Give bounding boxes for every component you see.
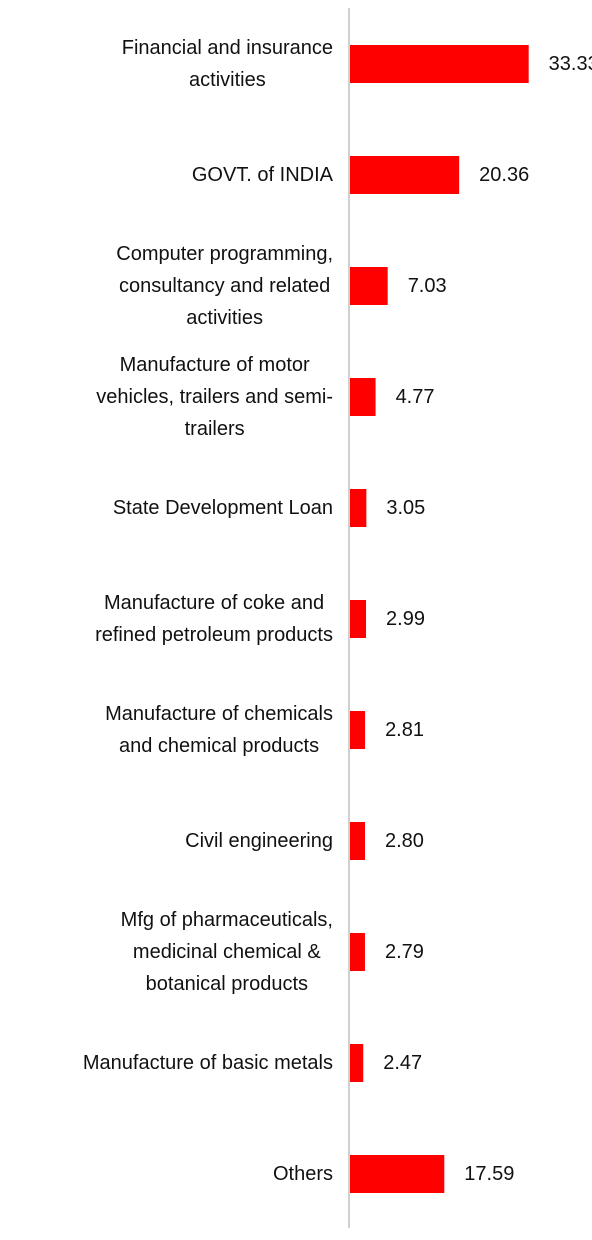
category-label-line: Manufacture of chemicals bbox=[105, 703, 333, 725]
bar bbox=[350, 45, 529, 83]
category-label-line: consultancy and related bbox=[119, 275, 330, 297]
bar-value-label: 2.47 bbox=[383, 1052, 422, 1074]
bar bbox=[350, 378, 376, 416]
category-label-line: trailers bbox=[185, 418, 245, 440]
category-label-line: medicinal chemical & bbox=[133, 941, 322, 963]
bar bbox=[350, 822, 366, 860]
category-label: Financial and insurance activities bbox=[122, 37, 333, 91]
bar-value-label: 7.03 bbox=[408, 275, 447, 297]
category-label-line: State Development Loan bbox=[113, 497, 333, 519]
category-label-line: Manufacture of coke and bbox=[104, 592, 324, 614]
category-label: State Development Loan bbox=[113, 497, 333, 519]
bar-value-label: 4.77 bbox=[396, 386, 435, 408]
category-label: Manufacture of motor vehicles, trailers a… bbox=[96, 354, 333, 440]
category-label: Civil engineering bbox=[185, 830, 333, 852]
category-label-line: Mfg of pharmaceuticals, bbox=[121, 909, 333, 931]
category-label-line: botanical products bbox=[146, 973, 308, 995]
category-label-line: Financial and insurance bbox=[122, 37, 333, 59]
bar bbox=[350, 156, 460, 194]
category-label-line: and chemical products bbox=[119, 735, 319, 757]
category-label-line: Civil engineering bbox=[185, 830, 333, 852]
bar-value-label: 33.33 bbox=[549, 53, 592, 75]
category-label: Manufacture of basic metals bbox=[83, 1052, 333, 1074]
bar-value-label: 2.99 bbox=[386, 608, 425, 630]
bar-value-label: 3.05 bbox=[386, 497, 425, 519]
bar bbox=[350, 600, 367, 638]
bar bbox=[350, 711, 366, 749]
category-label-line: refined petroleum products bbox=[95, 624, 333, 646]
category-label-line: GOVT. of INDIA bbox=[192, 164, 334, 186]
category-label-line: Computer programming, bbox=[116, 243, 333, 265]
bar-value-label: 2.81 bbox=[385, 719, 424, 741]
category-label-line: activities bbox=[186, 307, 263, 329]
category-label: Others bbox=[273, 1163, 333, 1185]
category-label: Computer programming, consultancy and rel… bbox=[116, 243, 333, 329]
bar bbox=[350, 1044, 364, 1082]
bar bbox=[350, 933, 365, 971]
bar-value-label: 2.80 bbox=[385, 830, 424, 852]
bar bbox=[350, 267, 388, 305]
category-label-line: Others bbox=[273, 1163, 333, 1185]
bar-value-label: 2.79 bbox=[385, 941, 424, 963]
bar bbox=[350, 1155, 445, 1193]
bar-value-label: 17.59 bbox=[464, 1163, 514, 1185]
category-label: GOVT. of INDIA bbox=[192, 164, 334, 186]
bar bbox=[350, 489, 367, 527]
category-label: Manufacture of chemicals and chemical pro… bbox=[105, 703, 333, 757]
category-labels-group: Financial and insurance activities GOVT. o… bbox=[83, 37, 334, 1185]
bars-group bbox=[350, 45, 529, 1193]
category-label-line: Manufacture of basic metals bbox=[83, 1052, 333, 1074]
value-labels-group: 33.33 20.36 7.03 4.77 3.05 2.99 2.81 2.80 2.79 2.… bbox=[383, 53, 592, 1185]
category-label: Mfg of pharmaceuticals, medicinal chemica… bbox=[121, 909, 333, 995]
category-label-line: Manufacture of motor bbox=[120, 354, 310, 376]
category-label-line: activities bbox=[189, 69, 266, 91]
category-label-line: vehicles, trailers and semi- bbox=[96, 386, 333, 408]
bar-value-label: 20.36 bbox=[479, 164, 529, 186]
category-label: Manufacture of coke and refined petroleum… bbox=[95, 592, 333, 646]
